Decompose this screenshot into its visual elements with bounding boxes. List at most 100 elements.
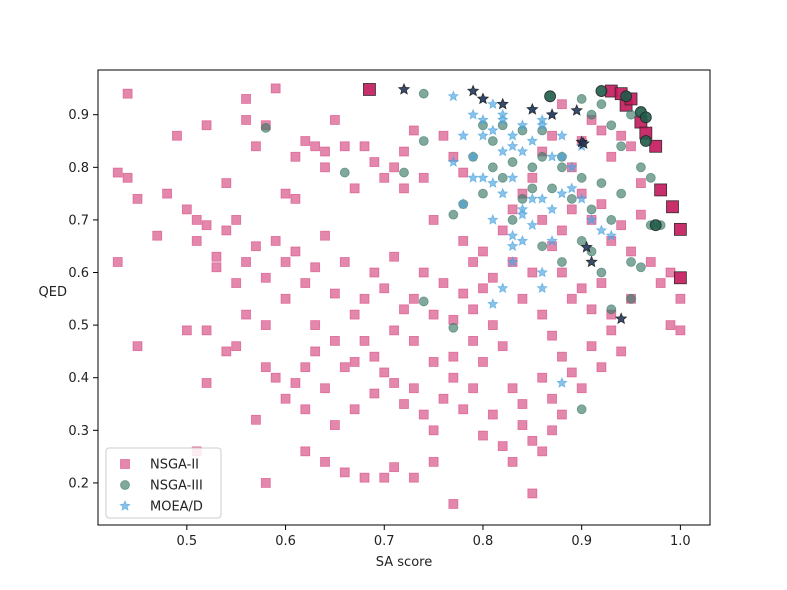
data-point xyxy=(447,156,460,167)
data-point xyxy=(557,99,567,110)
data-point xyxy=(557,257,567,267)
data-point xyxy=(458,167,469,178)
data-point xyxy=(379,367,390,378)
data-point xyxy=(428,357,439,367)
data-point xyxy=(596,99,607,110)
data-point xyxy=(290,151,301,162)
data-point xyxy=(251,241,261,252)
data-point xyxy=(606,325,617,336)
data-point xyxy=(606,120,617,131)
data-point xyxy=(487,162,498,173)
data-point xyxy=(369,388,380,399)
data-point xyxy=(496,187,509,199)
data-point xyxy=(536,192,548,204)
data-point xyxy=(487,213,499,225)
data-point xyxy=(428,456,439,467)
data-point xyxy=(438,278,449,288)
legend-label: NSGA-II xyxy=(150,458,199,473)
data-point xyxy=(487,272,498,283)
data-point xyxy=(399,183,409,194)
data-point xyxy=(496,145,509,157)
y-tick-label: 0.6 xyxy=(68,266,89,281)
data-point xyxy=(557,351,567,362)
data-point xyxy=(310,262,321,273)
data-point xyxy=(566,182,578,194)
data-point xyxy=(280,393,291,404)
data-point xyxy=(636,262,646,273)
data-point xyxy=(339,362,350,373)
data-point xyxy=(537,372,548,383)
data-point xyxy=(339,467,350,478)
data-point xyxy=(191,236,202,246)
data-point xyxy=(487,320,498,331)
legend-label: MOEA/D xyxy=(150,500,203,515)
data-point xyxy=(447,90,460,102)
pareto-point xyxy=(649,139,663,153)
data-point xyxy=(379,472,390,483)
data-point xyxy=(448,351,459,362)
y-tick-label: 0.7 xyxy=(68,213,89,228)
data-point xyxy=(626,109,636,120)
data-point xyxy=(487,177,499,188)
data-point xyxy=(231,341,242,352)
data-point xyxy=(576,172,587,183)
data-point xyxy=(527,488,538,499)
data-point xyxy=(152,230,163,241)
pareto-point xyxy=(397,82,411,95)
pareto-point xyxy=(666,200,679,214)
data-point xyxy=(517,293,528,304)
y-axis-ticks: 0.2 0.3 0.4 0.5 0.6 0.7 0.8 0.9 xyxy=(68,108,98,491)
data-point xyxy=(428,215,439,225)
data-point xyxy=(576,236,587,246)
data-point xyxy=(478,188,488,199)
legend-marker xyxy=(120,459,130,469)
data-point xyxy=(369,267,380,278)
data-point xyxy=(546,150,558,162)
data-point xyxy=(477,129,489,141)
data-point xyxy=(280,257,291,267)
data-point xyxy=(211,262,222,273)
pareto-point xyxy=(620,90,632,103)
data-point xyxy=(516,208,529,220)
data-point xyxy=(181,325,192,336)
data-point xyxy=(478,430,488,441)
data-point xyxy=(112,257,123,267)
data-point xyxy=(468,383,478,394)
data-point xyxy=(428,309,439,320)
pareto-point xyxy=(580,240,593,253)
data-point xyxy=(457,129,469,141)
pareto-point xyxy=(595,85,608,97)
data-point xyxy=(458,288,469,299)
data-point xyxy=(497,441,508,451)
x-tick-label: 0.7 xyxy=(374,534,395,549)
data-point xyxy=(339,141,350,152)
data-point xyxy=(675,325,686,336)
data-point xyxy=(418,296,429,307)
data-point xyxy=(270,83,281,94)
data-point xyxy=(596,199,607,210)
data-point xyxy=(399,304,409,315)
data-point xyxy=(478,357,488,367)
data-point xyxy=(526,192,539,204)
plot-frame xyxy=(97,69,711,526)
pareto-point xyxy=(585,255,598,268)
data-point xyxy=(576,383,587,394)
data-point xyxy=(547,130,557,141)
data-point xyxy=(586,304,597,315)
data-point xyxy=(636,209,646,220)
data-point xyxy=(280,293,291,304)
data-point xyxy=(527,172,538,183)
data-point xyxy=(547,393,557,404)
data-point xyxy=(399,167,409,178)
data-point xyxy=(181,204,192,215)
legend-label: NSGA-III xyxy=(150,479,203,494)
data-point xyxy=(675,293,686,304)
data-point xyxy=(487,298,499,309)
data-point xyxy=(556,150,568,162)
data-point xyxy=(636,178,646,188)
pareto-point xyxy=(545,108,559,121)
data-point xyxy=(349,357,360,367)
data-point xyxy=(408,125,419,136)
y-tick-label: 0.4 xyxy=(68,371,89,386)
data-point xyxy=(330,115,340,125)
